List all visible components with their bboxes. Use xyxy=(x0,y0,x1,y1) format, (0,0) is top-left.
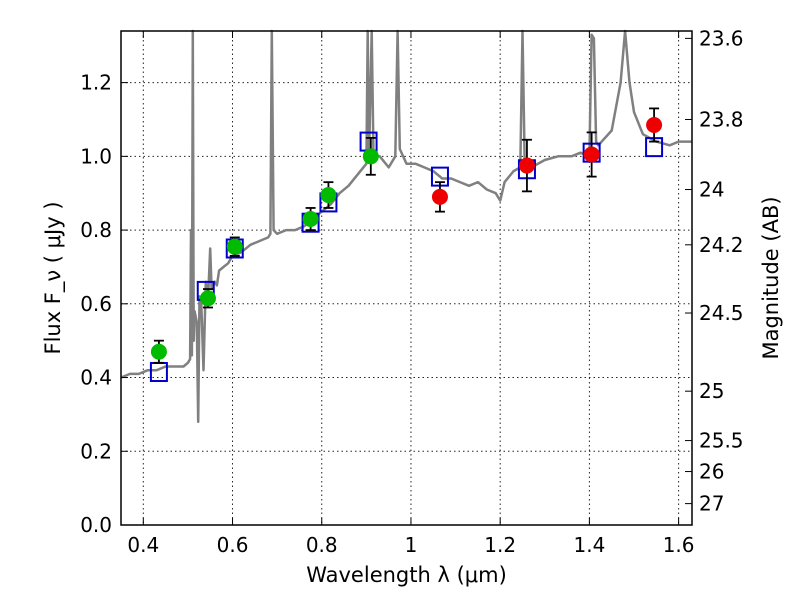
grid xyxy=(121,31,692,525)
series-markers xyxy=(149,107,664,383)
right-axis-label: Magnitude (AB) xyxy=(759,196,783,359)
right-tick-label: 23.6 xyxy=(699,26,744,50)
plot-frame xyxy=(120,30,693,526)
right-tick-label: 25.5 xyxy=(699,429,744,453)
observed-point xyxy=(431,188,448,205)
series-lines xyxy=(120,29,692,424)
observed-point xyxy=(199,290,216,307)
x-tick-label: 1.4 xyxy=(573,533,605,557)
x-axis-label: Wavelength λ (μm) xyxy=(306,563,507,587)
x-tick-label: 1 xyxy=(405,533,418,557)
right-tick-label: 27 xyxy=(699,492,724,516)
x-tick-label: 0.6 xyxy=(217,533,249,557)
y-tick-label: 0.8 xyxy=(80,218,112,242)
observed-point xyxy=(583,146,600,163)
x-tick-label: 1.6 xyxy=(663,533,695,557)
y-tick-label: 1.0 xyxy=(80,144,112,168)
right-tick-label: 25 xyxy=(699,379,724,403)
x-tick-label: 0.4 xyxy=(127,533,159,557)
observed-point xyxy=(226,238,243,255)
observed-point xyxy=(150,343,167,360)
x-tick-label: 0.8 xyxy=(306,533,338,557)
observed-point xyxy=(646,117,663,134)
spectrum-line xyxy=(120,29,692,424)
y-tick-label: 0.4 xyxy=(80,366,112,390)
observed-point xyxy=(320,187,337,204)
observed-point xyxy=(518,157,535,174)
right-tick-label: 26 xyxy=(699,460,724,484)
y-tick-label: 0.6 xyxy=(80,292,112,316)
observed-point xyxy=(302,211,319,228)
y-tick-label: 0.0 xyxy=(80,513,112,537)
y-tick-label: 1.2 xyxy=(80,71,112,95)
x-tick-label: 1.2 xyxy=(484,533,516,557)
right-tick-label: 24 xyxy=(699,178,724,202)
observed-point xyxy=(362,148,379,165)
right-tick-label: 24.5 xyxy=(699,301,744,325)
y-axis-label: Flux F_ν ( μJy ) xyxy=(41,201,66,354)
y-tick-label: 0.2 xyxy=(80,439,112,463)
right-tick-label: 23.8 xyxy=(699,107,744,131)
right-tick-label: 24.2 xyxy=(699,233,744,257)
ticks: 0.4 0.6 0.8 1 1.2 1.4 1.6 0.0 0.2 0.4 0.6 0.8 1.0 1.2… xyxy=(80,26,743,557)
